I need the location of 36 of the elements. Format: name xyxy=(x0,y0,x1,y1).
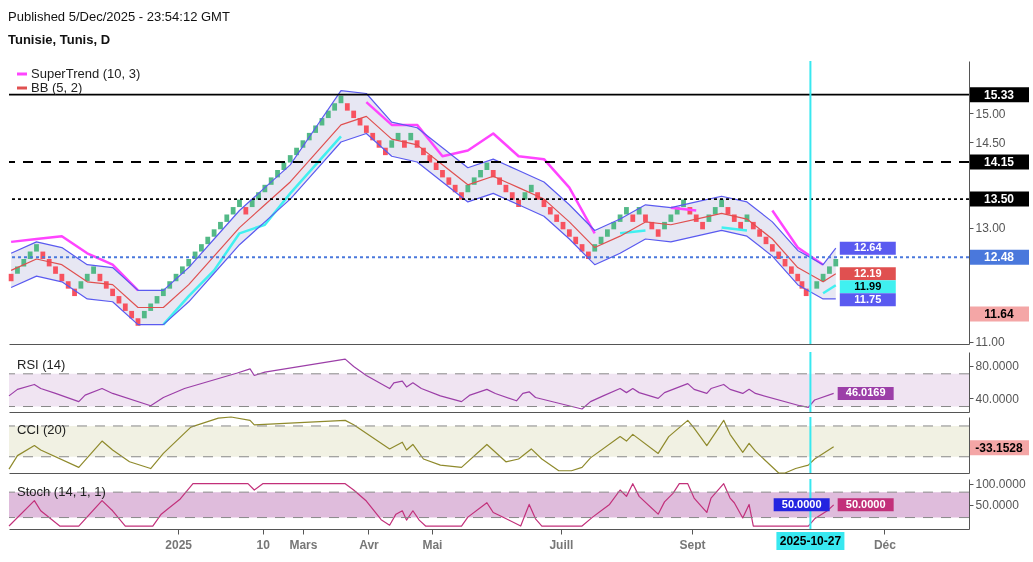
y-tick-label: 11.00 xyxy=(975,335,1005,350)
annotation: 50.0000 xyxy=(781,497,822,510)
x-tick-label: Mai xyxy=(422,537,443,552)
data-label: 12.64 xyxy=(854,241,883,254)
chart-title: Stoch (14, 1, 1) xyxy=(17,484,106,499)
data-label: 50.0000 xyxy=(845,497,886,510)
x-tick-label: 2025 xyxy=(165,537,193,552)
y-tick-label: 40.0000 xyxy=(975,391,1020,406)
x-tick-label: Juill xyxy=(549,537,574,552)
chart-title: Tunisie, Tunis, D xyxy=(8,32,111,47)
legend-label: BB (5, 2) xyxy=(31,80,83,95)
ref-line-label: 15.33 xyxy=(983,87,1015,102)
ref-line-label: 12.48 xyxy=(983,250,1015,265)
chart-title: RSI (14) xyxy=(17,357,66,372)
x-tick-label: Mars xyxy=(289,537,318,552)
y-tick-label: 50.0000 xyxy=(975,498,1020,513)
legend-label: SuperTrend (10, 3) xyxy=(31,66,141,81)
y-tick-label: 15.00 xyxy=(975,106,1006,121)
text: 11.64 xyxy=(984,306,1015,321)
y-tick-label: 14.50 xyxy=(975,135,1006,150)
data-label: 11.99 xyxy=(854,279,882,292)
data-label: 11.75 xyxy=(854,292,882,305)
data-label: 46.0169 xyxy=(845,386,886,399)
text: -33.1528 xyxy=(975,440,1024,455)
ref-line-label: 2025-10-27 xyxy=(779,534,842,548)
y-tick-label: 80.0000 xyxy=(975,359,1020,374)
ref-line-label: 14.15 xyxy=(983,154,1015,169)
data-label: 12.19 xyxy=(854,266,882,279)
y-tick-label: 100.0000 xyxy=(975,477,1026,492)
x-tick-label: Avr xyxy=(359,537,380,552)
chart-subtitle: Published 5/Dec/2025 - 23:54:12 GMT xyxy=(8,9,230,24)
x-tick-label: Déc xyxy=(873,537,897,552)
ref-line-label: 13.50 xyxy=(983,192,1015,207)
y-tick-label: 13.00 xyxy=(975,221,1006,236)
chart-title: CCI (20) xyxy=(17,422,67,437)
x-tick-label: 10 xyxy=(256,537,271,552)
